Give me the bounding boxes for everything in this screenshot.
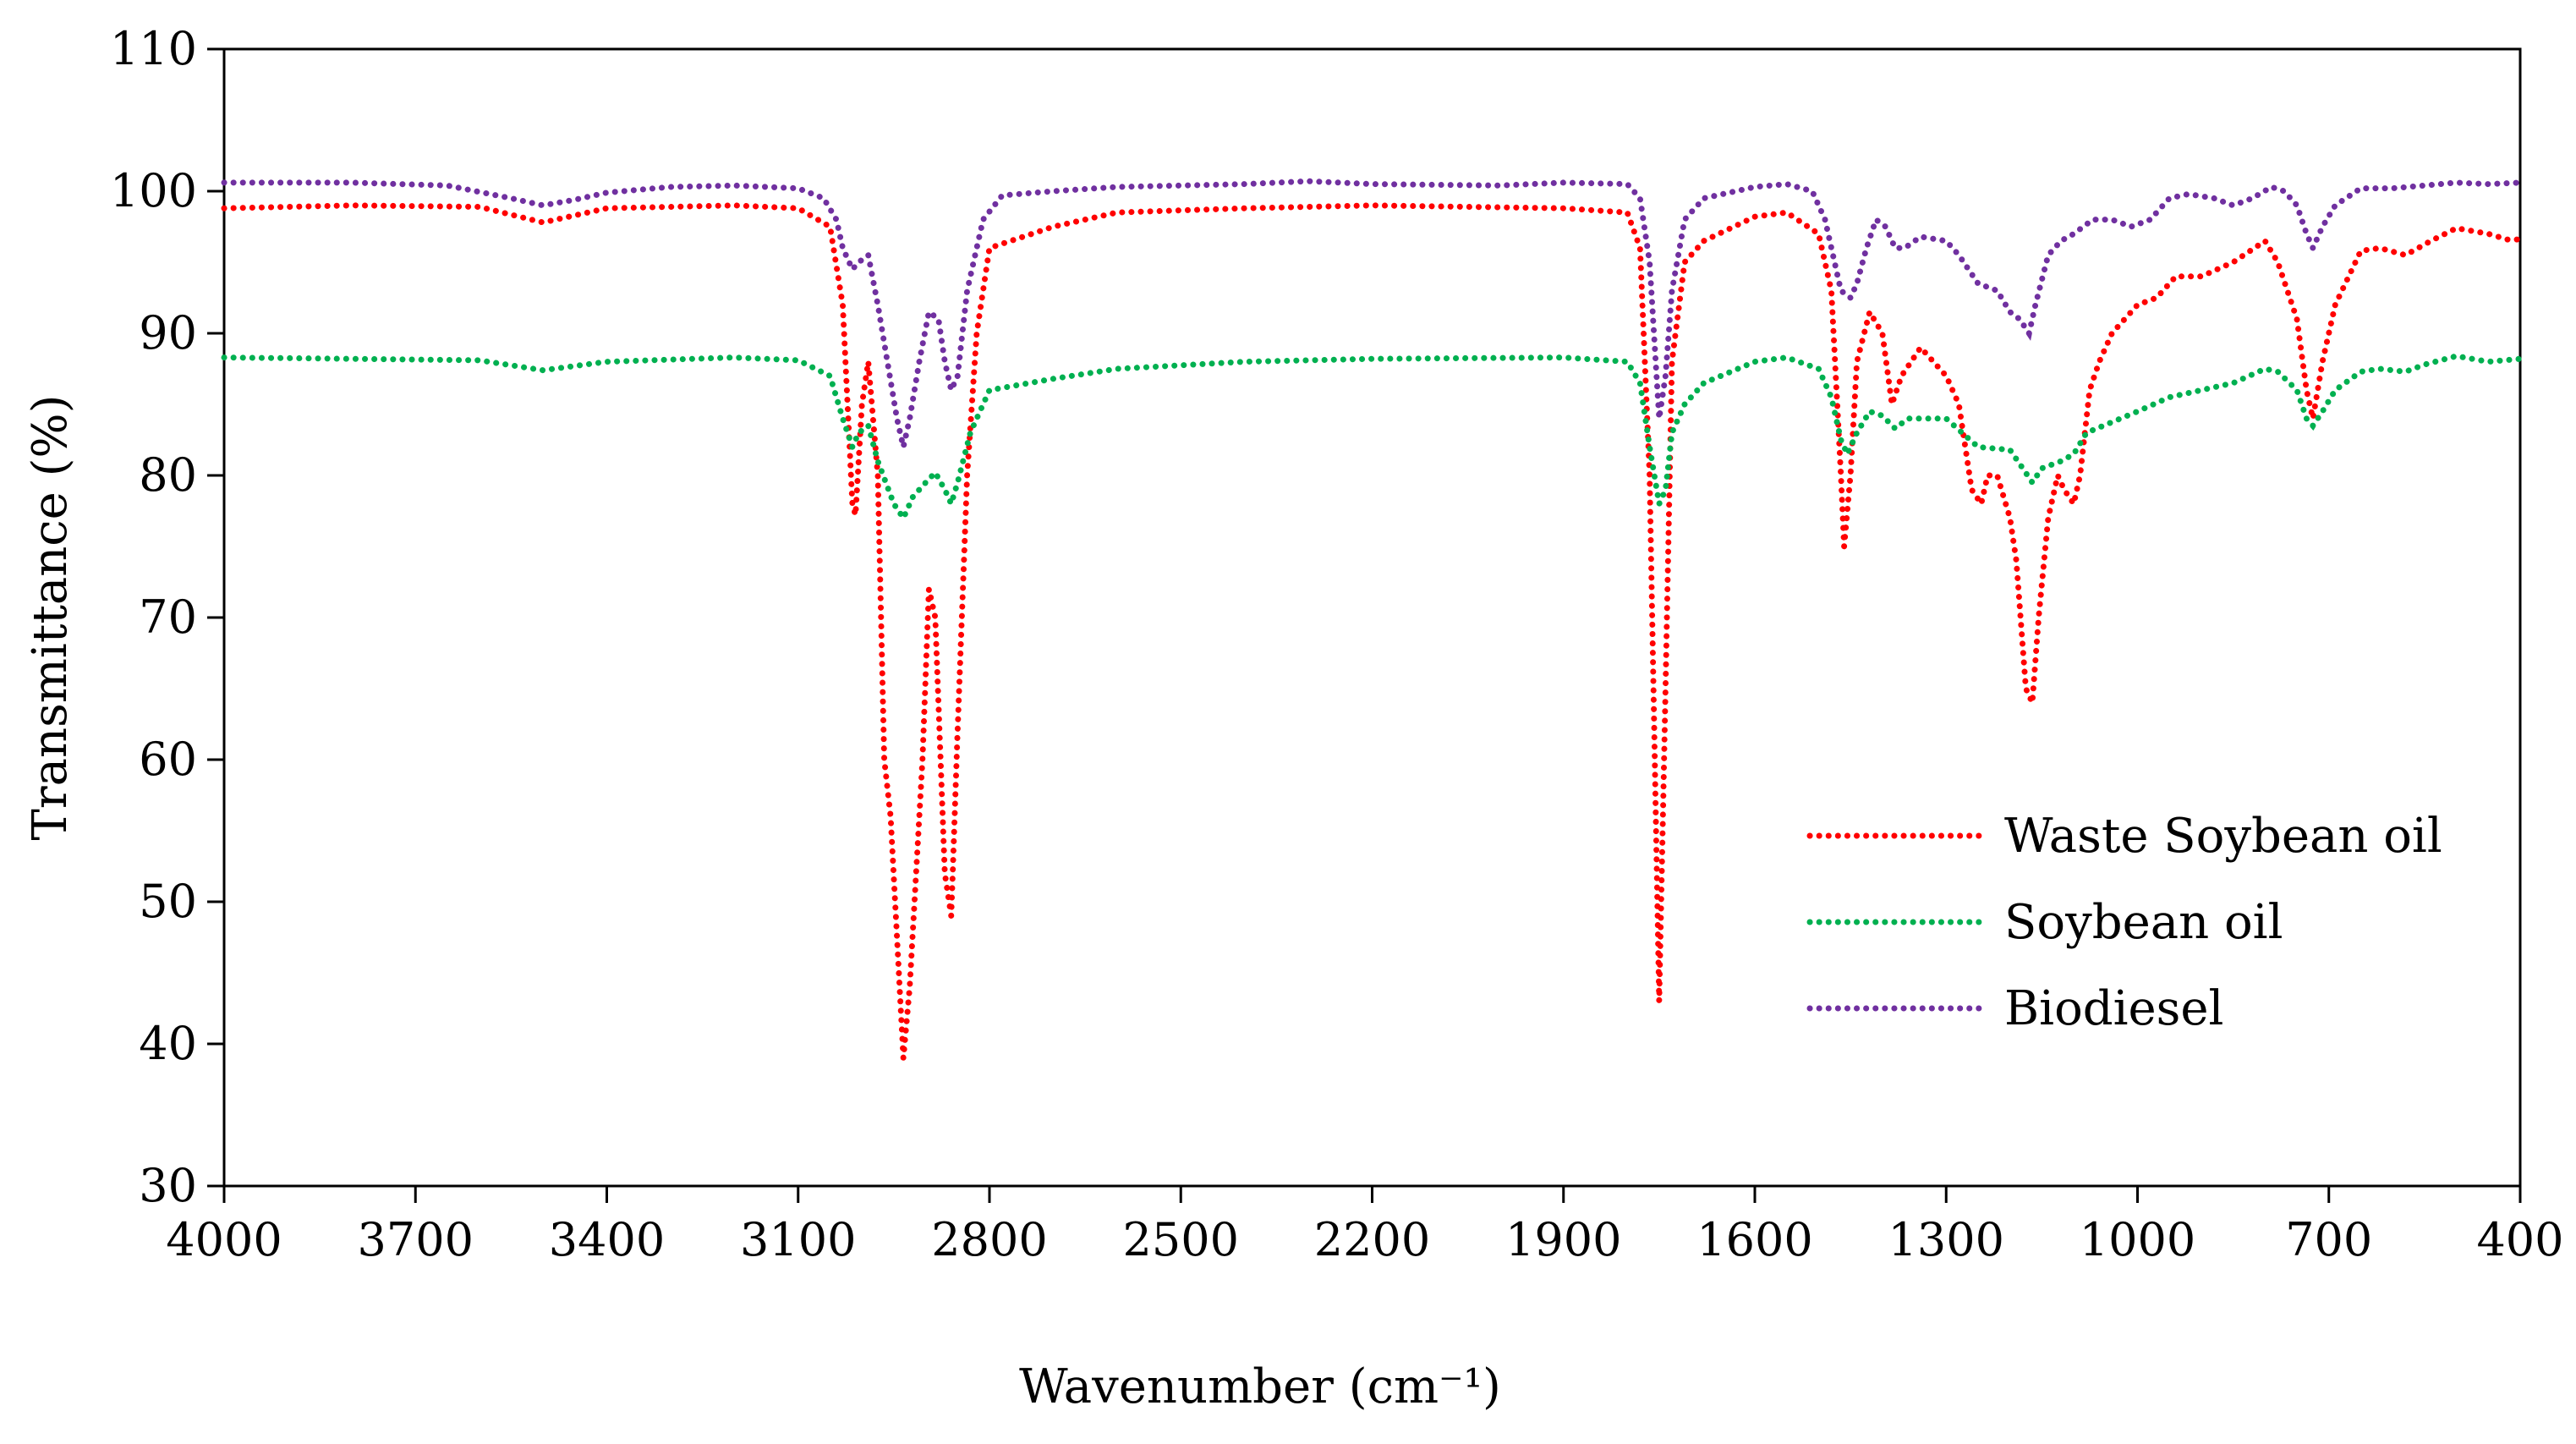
y-tick-label: 90 [139, 306, 197, 360]
y-tick-label: 100 [110, 164, 197, 217]
y-tick-label: 110 [110, 22, 197, 75]
series-layer [221, 178, 2524, 1059]
series-line-waste-soybean-oil [221, 202, 2524, 1059]
y-tick-label: 50 [139, 875, 197, 928]
x-tick-label: 4000 [166, 1213, 282, 1266]
legend-label-biodiesel: Biodiesel [2004, 981, 2223, 1036]
legend-label-soybean-oil: Soybean oil [2004, 895, 2283, 950]
y-tick-label: 30 [139, 1159, 197, 1212]
axis-layer: 30 40 50 60 70 80 90 100 110 4000 3700 3400 3100 2800… [110, 22, 2564, 1266]
x-tick-label: 700 [2285, 1213, 2372, 1266]
x-tick-label: 2800 [931, 1213, 1047, 1266]
legend-item-soybean-oil[interactable]: Soybean oil [1806, 895, 2283, 950]
series-line-soybean-oil [221, 353, 2524, 524]
legend-item-waste-soybean-oil[interactable]: Waste Soybean oil [1806, 809, 2442, 864]
y-tick-label: 80 [139, 448, 197, 502]
x-tick-label: 3400 [549, 1213, 665, 1266]
x-tick-label: 1900 [1505, 1213, 1621, 1266]
legend-item-biodiesel[interactable]: Biodiesel [1806, 981, 2223, 1036]
x-axis-title: Wavenumber (cm⁻¹) [1019, 1359, 1501, 1414]
x-tick-label: 400 [2476, 1213, 2563, 1266]
x-tick-label: 3700 [358, 1213, 474, 1266]
y-tick-label: 40 [139, 1017, 197, 1070]
legend: Waste Soybean oil Soybean oil Biodiesel [1806, 809, 2442, 1036]
x-tick-label: 1300 [1888, 1213, 2004, 1266]
x-tick-label: 2500 [1123, 1213, 1239, 1266]
x-tick-label: 1600 [1696, 1213, 1812, 1266]
x-tick-label: 2200 [1314, 1213, 1430, 1266]
x-tick-label: 1000 [2080, 1213, 2195, 1266]
series-line-biodiesel [221, 178, 2524, 448]
y-tick-label: 60 [139, 733, 197, 786]
y-tick-label: 70 [139, 590, 197, 644]
x-tick-label: 3100 [740, 1213, 856, 1266]
legend-label-waste-soybean-oil: Waste Soybean oil [2004, 809, 2442, 864]
y-axis-title: Transmittance (%) [23, 395, 78, 841]
